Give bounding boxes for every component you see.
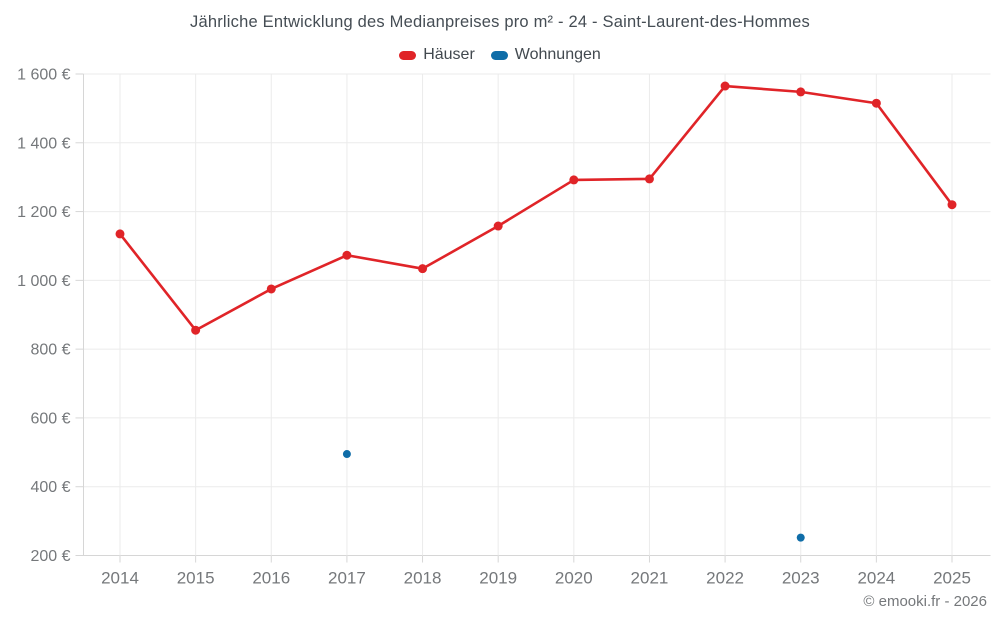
- data-point: [266, 284, 276, 294]
- x-axis-label: 2015: [177, 569, 215, 588]
- y-axis-label: 1 600 €: [17, 67, 70, 84]
- x-axis-label: 2017: [328, 569, 366, 588]
- hauser-series-swatch-icon: [399, 50, 417, 60]
- data-point: [191, 325, 201, 335]
- data-point: [418, 264, 428, 274]
- y-axis-label: 800 €: [30, 342, 70, 359]
- data-point: [569, 175, 579, 185]
- series-line-segment: [799, 90, 878, 105]
- y-axis-label: 600 €: [30, 410, 70, 427]
- series-line-segment: [496, 178, 576, 228]
- y-axis-label: 1 400 €: [17, 135, 70, 152]
- copyright-text: © emooki.fr - 2026: [863, 593, 987, 610]
- x-axis-label: 2022: [706, 569, 744, 588]
- series-line-segment: [345, 253, 424, 270]
- legend-label-hauser: Häuser: [423, 46, 475, 63]
- x-axis-label: 2021: [631, 569, 669, 588]
- data-point: [947, 200, 957, 210]
- y-axis-label: 200 €: [30, 548, 70, 565]
- x-axis-label: 2025: [933, 569, 971, 588]
- wohnungen-series-swatch-icon: [490, 50, 508, 60]
- series-line-segment: [118, 232, 197, 332]
- x-axis-label: 2023: [782, 569, 820, 588]
- x-axis-label: 2019: [479, 569, 517, 588]
- y-axis-label: 1 200 €: [17, 204, 70, 221]
- chart-title: Jährliche Entwicklung des Medianpreises …: [190, 13, 810, 31]
- data-point: [115, 229, 125, 239]
- data-point: [871, 98, 881, 108]
- legend-item-wohnungen[interactable]: Wohnungen: [490, 46, 601, 64]
- series-line-segment: [648, 84, 727, 181]
- x-axis-label: 2024: [857, 569, 895, 588]
- data-point: [644, 174, 654, 184]
- x-axis-label: 2014: [101, 569, 139, 588]
- series-line-segment: [875, 101, 954, 206]
- series-line-segment: [269, 253, 349, 291]
- x-axis-label: 2016: [252, 569, 290, 588]
- series-line-segment: [421, 224, 500, 270]
- chart-legend: Häuser Wohnungen: [0, 46, 1000, 64]
- data-point: [342, 250, 352, 260]
- legend-item-hauser[interactable]: Häuser: [399, 46, 475, 64]
- y-axis-label: 1 000 €: [17, 273, 70, 290]
- data-point: [796, 533, 805, 542]
- legend-label-wohnungen: Wohnungen: [514, 46, 601, 63]
- x-axis-label: 2020: [555, 569, 593, 588]
- x-axis-label: 2018: [404, 569, 442, 588]
- data-point: [342, 450, 351, 459]
- y-axis-label: 400 €: [30, 479, 70, 496]
- series-line-segment: [723, 84, 803, 94]
- data-point: [720, 81, 730, 91]
- data-point: [493, 221, 503, 231]
- data-point: [796, 87, 806, 97]
- series-line-segment: [572, 177, 651, 182]
- series-line-segment: [194, 287, 273, 332]
